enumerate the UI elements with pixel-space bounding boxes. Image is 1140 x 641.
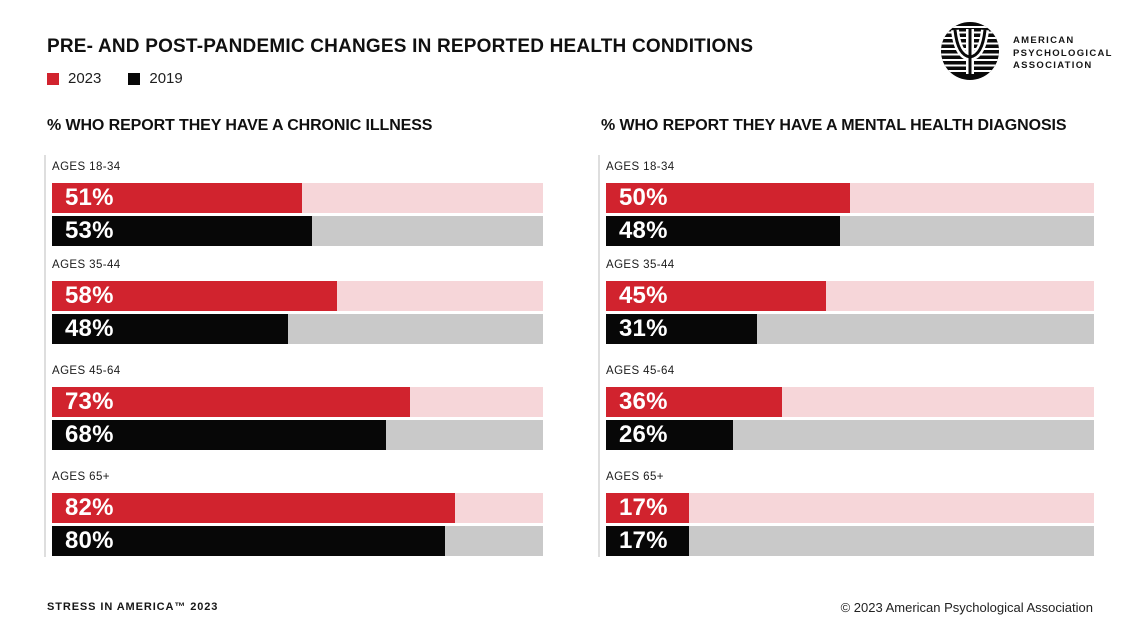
legend-swatch-2019-icon <box>128 72 141 85</box>
bar-track: 50% <box>606 183 1094 213</box>
bar-value-label: 36% <box>619 388 668 415</box>
age-group-label: AGES 35-44 <box>52 259 121 271</box>
bar-track: 48% <box>52 314 543 344</box>
legend: 2023 2019 <box>47 70 183 87</box>
bar-value-label: 50% <box>619 184 668 211</box>
bar-track: 45% <box>606 281 1094 311</box>
chart-mental-health: % WHO REPORT THEY HAVE A MENTAL HEALTH D… <box>598 117 1094 557</box>
footer-copyright: © 2023 American Psychological Associatio… <box>840 600 1093 615</box>
bar-2019: 68% <box>52 420 386 450</box>
apa-psi-logo-icon <box>941 22 999 80</box>
bar-value-label: 17% <box>619 494 668 521</box>
page-title: PRE- AND POST-PANDEMIC CHANGES IN REPORT… <box>47 36 754 57</box>
bar-track: 17% <box>606 493 1094 523</box>
legend-item-2023: 2023 <box>47 70 101 87</box>
bar-track: 82% <box>52 493 543 523</box>
bar-2023: 51% <box>52 183 303 213</box>
apa-logo-text: AMERICAN PSYCHOLOGICAL ASSOCIATION <box>1013 20 1113 82</box>
bar-2023: 50% <box>606 183 850 213</box>
chart-chronic-illness: % WHO REPORT THEY HAVE A CHRONIC ILLNESS… <box>44 117 543 557</box>
age-group-row: AGES 18-34 50% 48% <box>606 161 1094 246</box>
bar-value-label: 17% <box>619 527 668 554</box>
age-group-row: AGES 65+ 82% 80% <box>52 471 543 556</box>
bar-value-label: 45% <box>619 282 668 309</box>
bar-2023: 36% <box>606 387 782 417</box>
legend-swatch-2023-icon <box>47 72 59 85</box>
bar-2019: 53% <box>52 216 313 246</box>
chart-axis-line <box>44 155 46 557</box>
age-group-label: AGES 35-44 <box>606 259 675 271</box>
age-group-row: AGES 35-44 58% 48% <box>52 259 543 344</box>
bar-value-label: 51% <box>65 184 114 211</box>
legend-item-2019: 2019 <box>128 70 183 87</box>
bar-value-label: 73% <box>65 388 114 415</box>
apa-logo: AMERICAN PSYCHOLOGICAL ASSOCIATION <box>939 20 1113 82</box>
age-group-row: AGES 65+ 17% 17% <box>606 471 1094 556</box>
bar-2023: 82% <box>52 493 455 523</box>
legend-label-2023: 2023 <box>68 70 102 87</box>
bar-track: 17% <box>606 526 1094 556</box>
chart-groups: AGES 18-34 50% 48% AGES 35-44 45% <box>606 161 1094 557</box>
age-group-label: AGES 18-34 <box>52 161 121 173</box>
bar-track: 51% <box>52 183 543 213</box>
apa-logo-line-2: PSYCHOLOGICAL <box>1013 47 1113 59</box>
bar-value-label: 82% <box>65 494 114 521</box>
bar-value-label: 80% <box>65 527 114 554</box>
bar-value-label: 58% <box>65 282 114 309</box>
age-group-row: AGES 18-34 51% 53% <box>52 161 543 246</box>
bar-track: 26% <box>606 420 1094 450</box>
bar-value-label: 68% <box>65 421 114 448</box>
bar-2023: 17% <box>606 493 689 523</box>
bar-value-label: 48% <box>65 315 114 342</box>
bar-track: 58% <box>52 281 543 311</box>
age-group-label: AGES 45-64 <box>606 365 675 377</box>
bar-track: 31% <box>606 314 1094 344</box>
bar-track: 68% <box>52 420 543 450</box>
age-group-label: AGES 65+ <box>52 471 110 483</box>
bar-2019: 80% <box>52 526 445 556</box>
legend-label-2019: 2019 <box>149 70 183 87</box>
bar-value-label: 26% <box>619 421 668 448</box>
chart-title-mental: % WHO REPORT THEY HAVE A MENTAL HEALTH D… <box>601 117 1067 134</box>
bar-2019: 17% <box>606 526 689 556</box>
age-group-label: AGES 18-34 <box>606 161 675 173</box>
age-group-row: AGES 45-64 73% 68% <box>52 365 543 450</box>
bar-track: 80% <box>52 526 543 556</box>
bar-2019: 31% <box>606 314 758 344</box>
bar-2023: 58% <box>52 281 337 311</box>
bar-value-label: 53% <box>65 217 114 244</box>
chart-groups: AGES 18-34 51% 53% AGES 35-44 58% <box>52 161 543 557</box>
age-group-label: AGES 45-64 <box>52 365 121 377</box>
apa-logo-line-3: ASSOCIATION <box>1013 60 1093 72</box>
bar-2019: 48% <box>52 314 288 344</box>
bar-2019: 26% <box>606 420 733 450</box>
bar-2023: 45% <box>606 281 826 311</box>
bar-track: 53% <box>52 216 543 246</box>
bar-track: 48% <box>606 216 1094 246</box>
bar-track: 36% <box>606 387 1094 417</box>
bar-value-label: 48% <box>619 217 668 244</box>
age-group-row: AGES 45-64 36% 26% <box>606 365 1094 450</box>
footer-report-name: STRESS IN AMERICA™ 2023 <box>47 601 219 613</box>
apa-logo-line-1: AMERICAN <box>1013 35 1075 46</box>
bar-2023: 73% <box>52 387 411 417</box>
age-group-label: AGES 65+ <box>606 471 664 483</box>
bar-2019: 48% <box>606 216 841 246</box>
age-group-row: AGES 35-44 45% 31% <box>606 259 1094 344</box>
chart-title-chronic: % WHO REPORT THEY HAVE A CHRONIC ILLNESS <box>47 117 433 134</box>
bar-value-label: 31% <box>619 315 668 342</box>
bar-track: 73% <box>52 387 543 417</box>
chart-axis-line <box>598 155 600 557</box>
